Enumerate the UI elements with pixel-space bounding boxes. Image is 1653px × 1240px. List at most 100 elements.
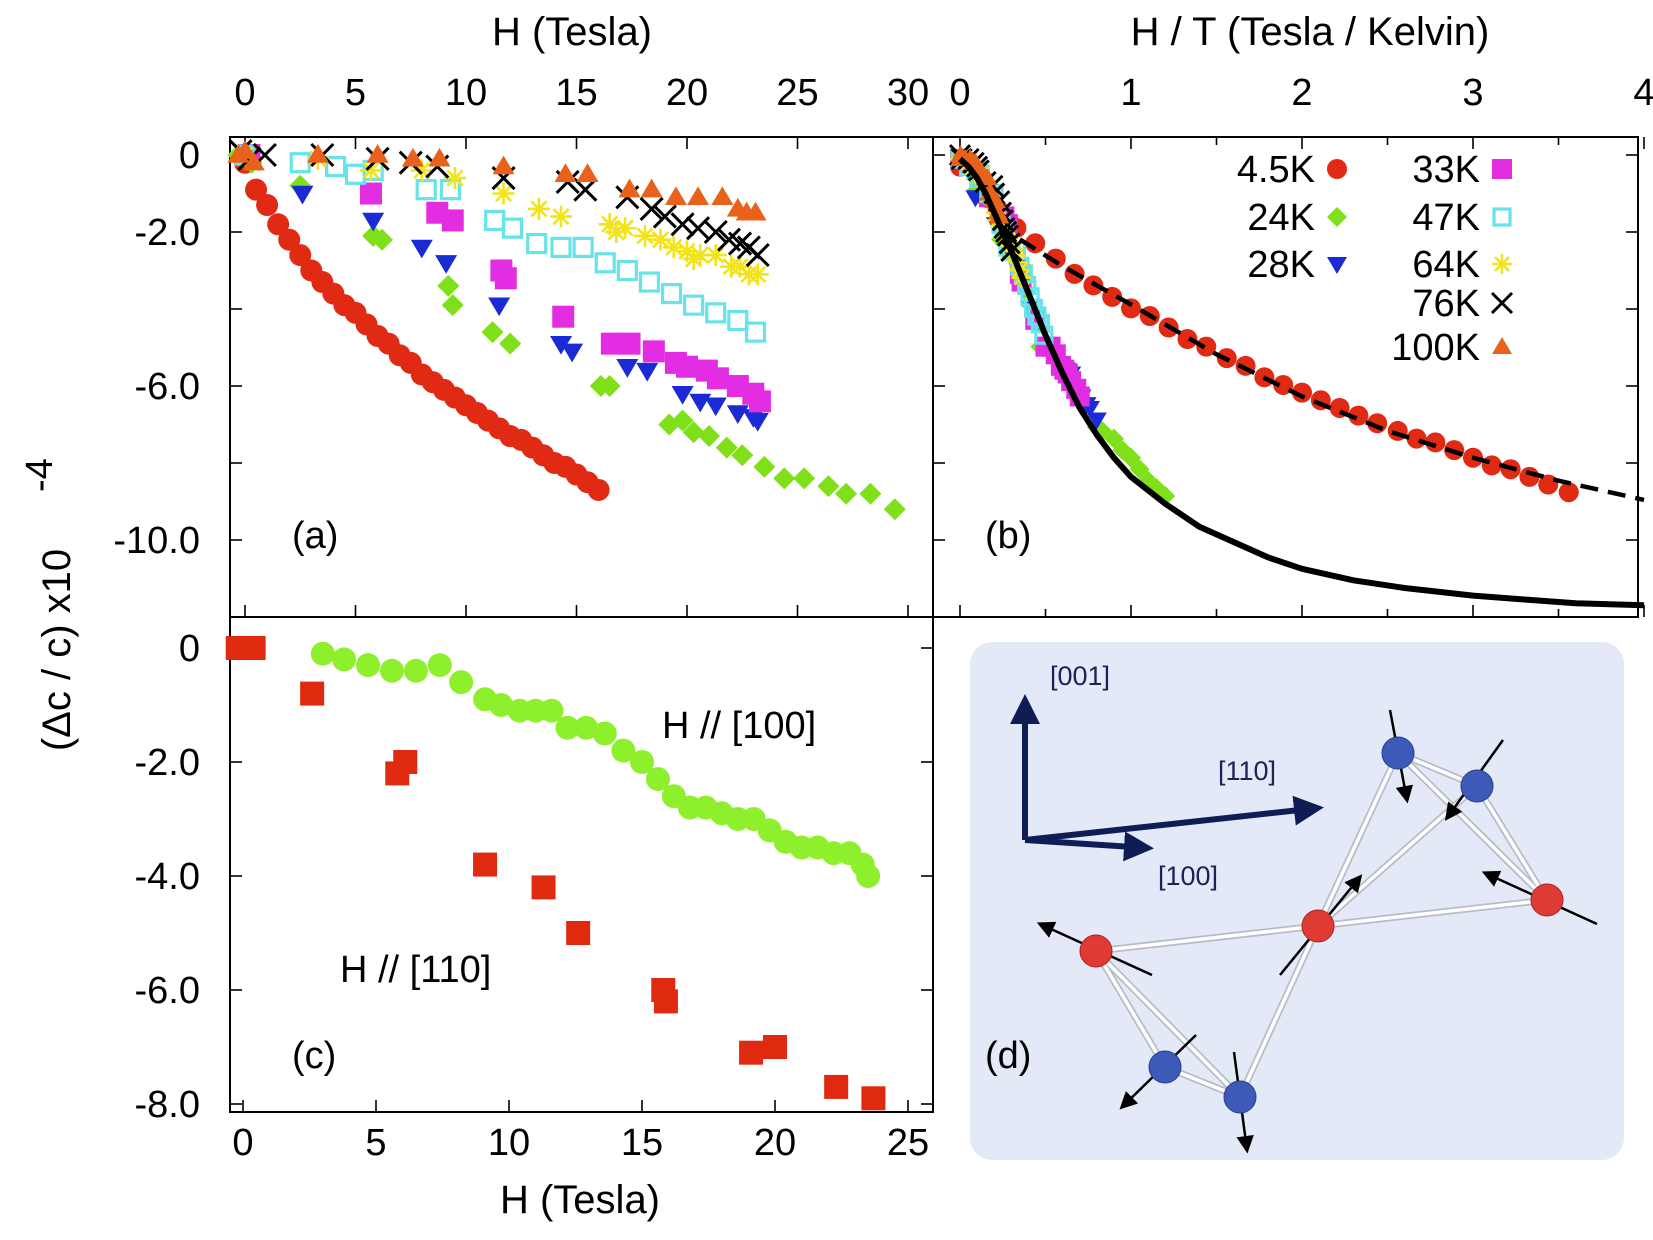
axis-100-arrow: [1024, 831, 1154, 862]
data-point-64k: [649, 228, 672, 251]
data-point-100k: [576, 163, 599, 182]
data-point-100k: [234, 140, 256, 159]
data-point-28k: [671, 386, 694, 405]
data-point-h-100-: [449, 670, 474, 695]
atom-red: [1301, 909, 1335, 943]
bottom-axis-title: H (Tesla): [500, 1178, 660, 1222]
panel-a-plot: [227, 139, 906, 521]
tick-label-c-y: -2.0: [135, 742, 200, 784]
data-point-4-5k: [1196, 336, 1217, 357]
data-point-24k: [598, 375, 621, 397]
data-point-28k: [362, 212, 385, 232]
data-point-47k: [744, 321, 767, 343]
data-point-28k: [435, 255, 458, 274]
diagram-background: [970, 642, 1624, 1160]
data-point-28k: [561, 343, 584, 363]
data-point-64k: [359, 159, 382, 182]
data-point-h-110-: [566, 921, 591, 945]
data-point-24k: [1129, 459, 1150, 480]
data-point-4-5k: [289, 244, 312, 267]
tick-label-c-y: -4.0: [135, 856, 200, 898]
data-point-4-5k: [256, 194, 279, 217]
data-point-47k: [550, 236, 572, 258]
legend-marker-64k: [1492, 254, 1512, 274]
data-point-h-100-: [539, 698, 564, 723]
data-point-28k: [488, 297, 511, 317]
data-point-47k: [501, 217, 524, 239]
data-point-100k: [744, 201, 767, 221]
legend-marker-28k: [1327, 257, 1347, 274]
tick-label-c-x: 10: [488, 1122, 530, 1164]
data-point-28k: [1086, 412, 1107, 430]
y-axis-title: (Δc / c) x10 -4: [19, 458, 79, 751]
data-point-24k: [1103, 428, 1124, 449]
legend-marker-100k: [1492, 337, 1512, 354]
top-right-axis-title: H / T (Tesla / Kelvin): [1131, 10, 1490, 54]
data-point-100k: [306, 144, 329, 163]
tick-label-a-x: 15: [555, 72, 597, 114]
legend-label: 47K: [1412, 197, 1480, 239]
data-point-64k: [527, 197, 550, 220]
data-point-h-100-: [630, 750, 654, 774]
tick-label-a-x: 10: [445, 72, 487, 114]
data-point-64k: [729, 255, 752, 278]
data-point-100k: [428, 147, 451, 167]
atom-blue: [1381, 736, 1415, 770]
data-point-64k: [634, 224, 657, 247]
tick-label-b-x: 1: [1120, 72, 1141, 114]
tick-label-c-x: 20: [754, 1122, 796, 1164]
data-point-64k: [662, 236, 685, 259]
legend-label: 100K: [1391, 327, 1480, 369]
data-point-h-100-: [489, 693, 514, 717]
data-point-64k: [550, 205, 573, 228]
tick-label-a-y: -10.0: [113, 520, 200, 562]
data-point-24k: [753, 455, 776, 478]
data-point-24k: [441, 294, 464, 317]
atom-blue: [1460, 769, 1494, 803]
data-point-24k: [731, 444, 754, 467]
panel-b-frame: [932, 136, 1639, 618]
atom-blue: [1148, 1050, 1182, 1084]
data-point-33k: [600, 332, 623, 355]
fit-line-dashed: [1018, 237, 1645, 503]
tick-label-c-x: 15: [621, 1122, 663, 1164]
data-point-28k: [689, 393, 712, 413]
data-point-24k: [499, 332, 522, 355]
tick-label-a-y: -6.0: [135, 366, 200, 408]
data-point-24k: [682, 421, 705, 444]
data-point-28k: [746, 412, 769, 432]
data-point-4-5k: [245, 178, 268, 201]
data-point-33k: [494, 267, 517, 290]
data-point-76k: [573, 177, 598, 202]
data-point-24k: [371, 228, 394, 251]
data-point-4-5k: [1406, 428, 1427, 449]
tick-label-a-y: -2.0: [135, 212, 200, 254]
data-point-64k: [704, 244, 727, 267]
data-point-64k: [410, 159, 433, 182]
legend-label: 24K: [1247, 197, 1315, 239]
axis-ticks: 0 5 10 15 20 25 30 0 -2.0 -6.0 -10.0 0 1 2 3 4 0 5 10 15 20 2…: [113, 72, 1653, 1164]
data-point-47k: [660, 283, 683, 305]
tick-label-b-x: 3: [1462, 72, 1483, 114]
atoms: [1079, 736, 1564, 1114]
tick-label-a-x: 25: [776, 72, 818, 114]
tick-label-a-y: 0: [179, 135, 200, 177]
data-point-33k: [706, 367, 729, 390]
axis-110-arrow: [1024, 795, 1324, 843]
legend-label: 33K: [1412, 149, 1480, 191]
axis-001-label: [001]: [1050, 661, 1110, 691]
top-left-axis-title: H (Tesla): [492, 10, 652, 54]
data-point-64k: [492, 182, 515, 205]
data-point-47k: [616, 259, 638, 282]
data-point-64k: [614, 217, 637, 240]
data-point-4-5k: [1519, 466, 1540, 487]
data-point-47k: [344, 163, 367, 185]
data-point-100k: [554, 163, 577, 182]
panel-label-a: (a): [292, 515, 338, 557]
data-point-100k: [711, 186, 734, 206]
data-point-24k: [817, 475, 840, 498]
data-point-4-5k: [587, 478, 610, 501]
data-point-28k: [291, 185, 314, 205]
legend-marker-33k: [1492, 159, 1512, 179]
